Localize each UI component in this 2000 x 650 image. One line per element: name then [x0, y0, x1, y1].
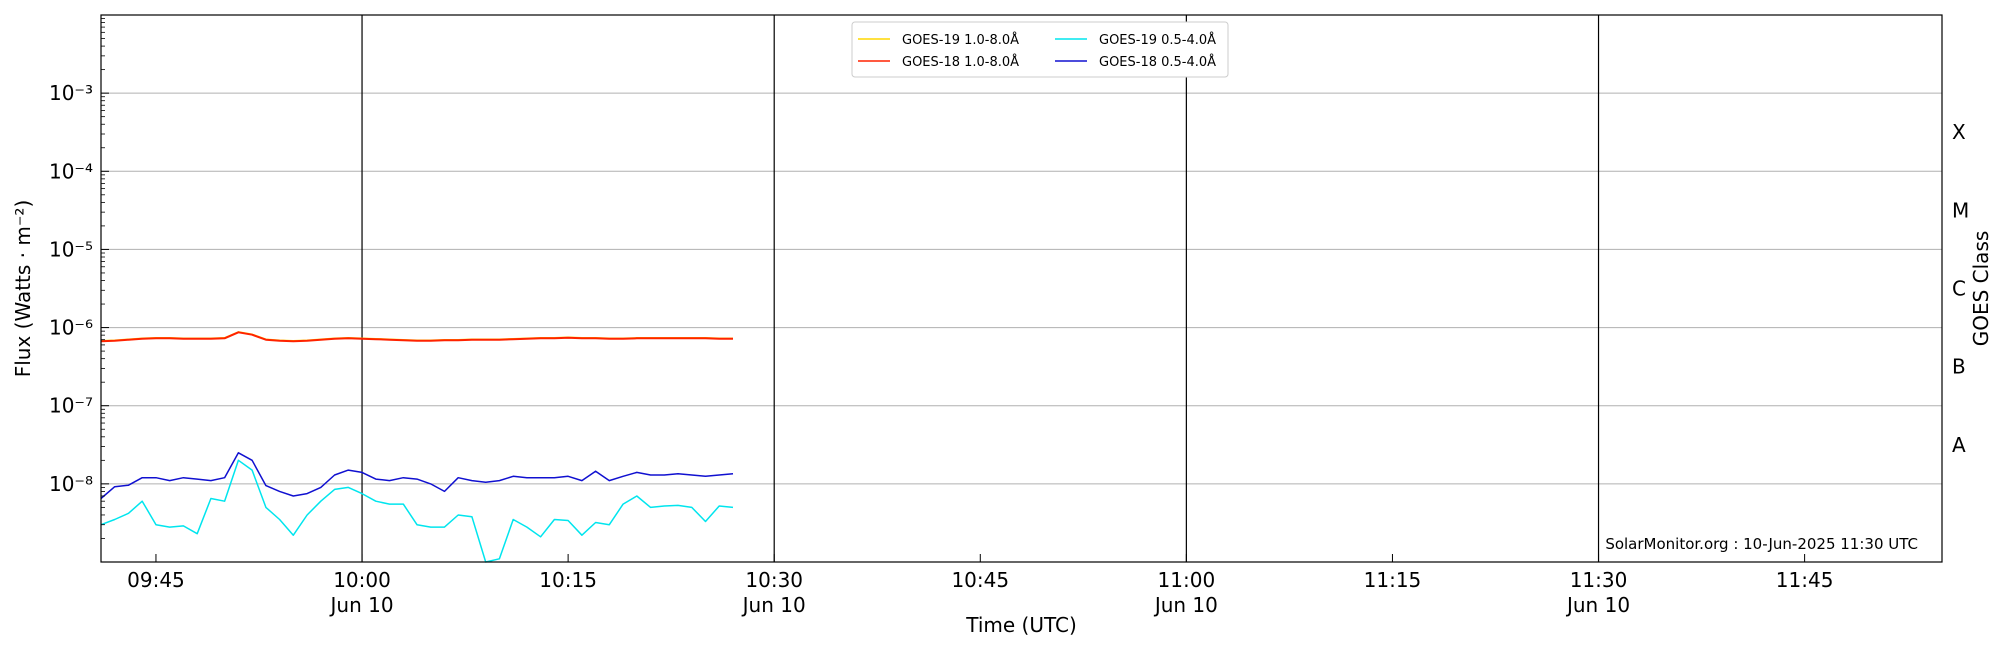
y-axis-ticks: 10⁻⁸ 10⁻⁷ 10⁻⁶ 10⁻⁵ 10⁻⁴ 10⁻³ [49, 18, 109, 539]
legend-label: GOES-18 1.0-8.0Å [902, 54, 1019, 70]
legend-label: GOES-18 0.5-4.0Å [1099, 54, 1216, 70]
date-vertical-lines [361, 15, 1600, 562]
y-tick-label: 10⁻⁴ [49, 159, 93, 183]
x-tick-date-label: Jun 10 [1153, 593, 1218, 617]
goes-class-label: M [1952, 198, 1969, 222]
x-tick-label: 10:15 [539, 568, 597, 592]
goes-class-labels: A B C M X [1952, 120, 1969, 457]
goes-class-label: X [1952, 120, 1966, 144]
legend-label: GOES-19 0.5-4.0Å [1099, 32, 1216, 48]
series-line-3 [100, 459, 734, 563]
x-tick-label: 11:45 [1776, 568, 1834, 592]
goes-class-label: B [1952, 355, 1966, 379]
x-tick-label: 10:30 [745, 568, 803, 592]
goes-class-label: A [1952, 433, 1966, 457]
data-series [100, 331, 734, 563]
goes-class-axis-title: GOES Class [1969, 231, 1993, 347]
x-tick-label: 11:15 [1364, 568, 1422, 592]
x-tick-label: 09:45 [127, 568, 185, 592]
x-tick-label: 11:00 [1158, 568, 1216, 592]
plot-frame [100, 14, 1943, 563]
y-tick-label: 10⁻⁷ [49, 394, 93, 418]
y-tick-label: 10⁻⁵ [49, 237, 93, 261]
x-tick-label: 11:30 [1570, 568, 1628, 592]
y-tick-label: 10⁻⁶ [49, 316, 93, 340]
y-tick-label: 10⁻⁸ [49, 472, 93, 496]
legend-box [851, 21, 1229, 78]
x-tick-date-label: Jun 10 [1565, 593, 1630, 617]
series-line-2 [100, 331, 733, 343]
legend-label: GOES-19 1.0-8.0Å [902, 32, 1019, 48]
x-tick-label: 10:00 [333, 568, 391, 592]
x-tick-date-label: Jun 10 [741, 593, 806, 617]
legend: GOES-19 1.0-8.0Å GOES-18 1.0-8.0Å GOES-19 … [851, 21, 1229, 78]
series-line-4 [100, 452, 734, 500]
x-tick-date-label: Jun 10 [329, 593, 394, 617]
source-annotation: SolarMonitor.org : 10-Jun-2025 11:30 UTC [1605, 535, 1918, 553]
goes-class-label: C [1952, 277, 1966, 301]
grid-lines [101, 92, 1942, 485]
y-tick-label: 10⁻³ [49, 81, 93, 105]
x-tick-label: 10:45 [951, 568, 1009, 592]
y-axis-title: Flux (Watts · m⁻²) [11, 200, 35, 378]
x-axis-title: Time (UTC) [965, 613, 1077, 637]
